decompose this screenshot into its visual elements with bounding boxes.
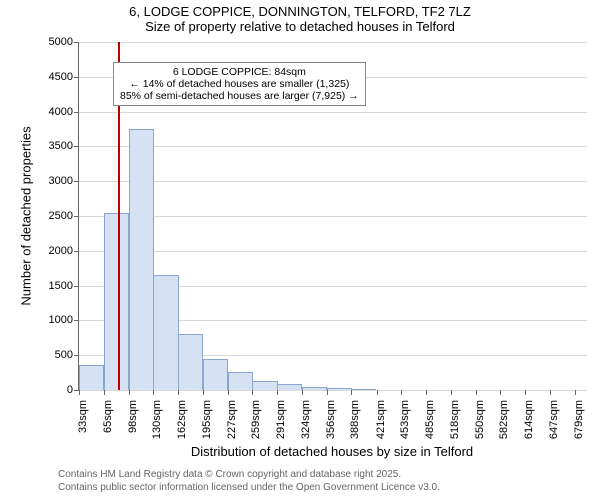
y-tick-label: 1500 [49,280,79,292]
histogram-bar [178,334,203,390]
x-tick-mark [550,390,551,395]
histogram-bar [302,387,327,390]
x-axis-title: Distribution of detached houses by size … [78,444,586,459]
x-tick-label: 324sqm [300,400,312,439]
y-tick-label: 500 [55,349,79,361]
x-tick-label: 162sqm [176,400,188,439]
histogram-bar [327,388,352,390]
histogram-bar [228,372,253,390]
y-tick-label: 4000 [49,106,79,118]
x-tick-label: 356sqm [325,400,337,439]
x-tick-label: 421sqm [375,400,387,439]
x-tick-label: 453sqm [399,400,411,439]
title-block: 6, LODGE COPPICE, DONNINGTON, TELFORD, T… [0,4,600,34]
x-tick-label: 614sqm [523,400,535,439]
x-tick-mark [500,390,501,395]
title-line-1: 6, LODGE COPPICE, DONNINGTON, TELFORD, T… [0,4,600,19]
x-tick-label: 195sqm [201,400,213,439]
x-tick-mark [203,390,204,395]
footer-line-1: Contains HM Land Registry data © Crown c… [58,468,440,481]
x-tick-mark [426,390,427,395]
annotation-box: 6 LODGE COPPICE: 84sqm← 14% of detached … [113,62,366,106]
x-tick-mark [277,390,278,395]
grid-line [79,390,587,391]
y-tick-label: 5000 [49,36,79,48]
x-tick-mark [153,390,154,395]
chart-container: 6, LODGE COPPICE, DONNINGTON, TELFORD, T… [0,0,600,500]
x-tick-label: 485sqm [424,400,436,439]
histogram-bar [129,129,154,390]
x-tick-mark [575,390,576,395]
y-tick-label: 3500 [49,140,79,152]
x-tick-label: 98sqm [127,400,139,433]
x-tick-mark [327,390,328,395]
histogram-bar [203,359,228,390]
x-tick-mark [302,390,303,395]
x-tick-mark [228,390,229,395]
y-tick-label: 4500 [49,71,79,83]
attribution-footer: Contains HM Land Registry data © Crown c… [58,468,440,494]
x-tick-label: 550sqm [474,400,486,439]
grid-line [79,112,587,113]
footer-line-2: Contains public sector information licen… [58,481,440,494]
x-tick-mark [252,390,253,395]
grid-line [79,146,587,147]
histogram-bar [104,213,129,390]
x-tick-mark [129,390,130,395]
histogram-bar [277,384,302,390]
x-tick-mark [451,390,452,395]
histogram-bar [79,365,104,390]
x-tick-label: 518sqm [449,400,461,439]
x-tick-label: 647sqm [548,400,560,439]
grid-line [79,216,587,217]
plot-area: 0500100015002000250030003500400045005000… [78,42,587,391]
x-tick-mark [377,390,378,395]
histogram-bar [153,275,178,390]
x-tick-label: 227sqm [226,400,238,439]
x-tick-label: 582sqm [498,400,510,439]
y-axis-title: Number of detached properties [18,126,33,305]
grid-line [79,251,587,252]
y-tick-label: 1000 [49,314,79,326]
y-tick-label: 2000 [49,245,79,257]
grid-line [79,181,587,182]
title-line-2: Size of property relative to detached ho… [0,19,600,34]
x-tick-label: 388sqm [349,400,361,439]
x-tick-mark [476,390,477,395]
histogram-bar [351,389,376,390]
y-tick-label: 2500 [49,210,79,222]
x-tick-label: 130sqm [151,400,163,439]
x-tick-mark [351,390,352,395]
x-tick-label: 679sqm [573,400,585,439]
x-tick-label: 291sqm [275,400,287,439]
y-tick-label: 3000 [49,175,79,187]
annotation-line: 85% of semi-detached houses are larger (… [120,90,359,102]
annotation-line: ← 14% of detached houses are smaller (1,… [120,78,359,90]
x-tick-mark [104,390,105,395]
x-tick-label: 65sqm [102,400,114,433]
grid-line [79,42,587,43]
x-tick-label: 33sqm [77,400,89,433]
x-tick-mark [401,390,402,395]
y-tick-label: 0 [67,384,79,396]
histogram-bar [252,381,277,390]
x-tick-label: 259sqm [250,400,262,439]
annotation-line: 6 LODGE COPPICE: 84sqm [120,66,359,78]
x-tick-mark [525,390,526,395]
x-tick-mark [79,390,80,395]
x-tick-mark [178,390,179,395]
